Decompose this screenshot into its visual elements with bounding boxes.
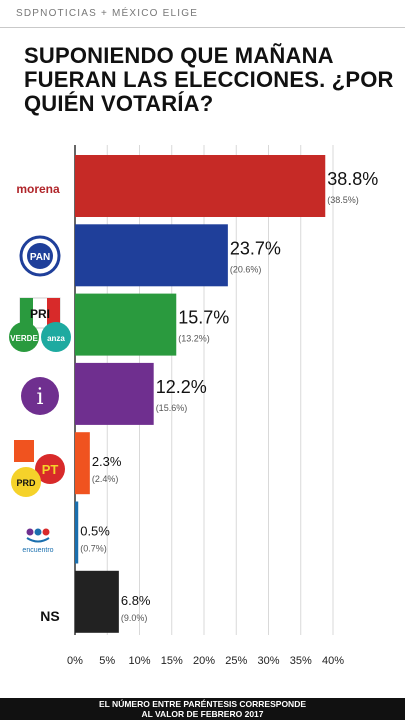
prd-mc-pt-logo-icon: PT PRD (11, 440, 65, 497)
independent-logo-icon: i (21, 377, 59, 415)
value-labels: 38.8% (38.5%) 23.7% (20.6%) 15.7% (13.2%) 12.2… (80, 169, 378, 623)
independent-logo-text: i (36, 385, 43, 410)
bar-value-label: 38.8% (327, 169, 378, 189)
x-tick-label: 25% (225, 655, 247, 667)
pri-coalition-logo-icon: PRI VERDE anza (9, 297, 71, 352)
bar (75, 224, 228, 287)
bar-value-label: 15.7% (178, 308, 229, 328)
bar-chart: morena PAN PRI VERDE anza i PT (9, 145, 378, 667)
footer-line-2: AL VALOR DE FEBRERO 2017 (141, 709, 264, 719)
prd-logo-text: PRD (16, 478, 36, 488)
verde-logo-text: VERDE (10, 334, 38, 343)
previous-value-label: (15.6%) (156, 403, 188, 413)
chart-title: SUPONIENDO QUE MAÑANA FUERAN LAS ELECCIO… (24, 43, 394, 116)
x-tick-label: 15% (161, 655, 183, 667)
x-tick-label: 20% (193, 655, 215, 667)
bar-value-label: 23.7% (230, 238, 281, 258)
bar (75, 155, 326, 217)
x-tick-label: 0% (67, 655, 83, 667)
footer-line-1: EL NÚMERO ENTRE PARÉNTESIS CORRESPONDE (98, 699, 307, 709)
previous-value-label: (0.7%) (80, 544, 107, 554)
x-tick-label: 35% (290, 655, 312, 667)
previous-value-label: (2.4%) (92, 474, 119, 484)
source-label: SDPNOTICIAS + MÉXICO ELIGE (16, 8, 199, 19)
x-tick-label: 40% (322, 655, 344, 667)
x-tick-label: 5% (99, 655, 115, 667)
previous-value-label: (20.6%) (230, 264, 262, 274)
bar (75, 501, 79, 564)
bar (75, 293, 177, 356)
bars (75, 155, 326, 633)
previous-value-label: (9.0%) (121, 613, 148, 623)
pan-logo-text: PAN (30, 252, 50, 263)
bar (75, 432, 90, 495)
previous-value-label: (13.2%) (178, 334, 210, 344)
pri-logo-text: PRI (30, 307, 50, 321)
previous-value-label: (38.5%) (327, 195, 359, 205)
party-logos: morena PAN PRI VERDE anza i PT (9, 182, 71, 624)
x-tick-label: 10% (128, 655, 150, 667)
ns-label: NS (40, 608, 59, 624)
top-bar: SDPNOTICIAS + MÉXICO ELIGE (0, 0, 405, 28)
encuentro-logo-text: encuentro (22, 547, 53, 554)
footer-note: EL NÚMERO ENTRE PARÉNTESIS CORRESPONDE A… (0, 698, 405, 720)
bar-value-label: 6.8% (121, 593, 151, 608)
x-axis-ticks: 0% 5% 10% 15% 20% 25% 30% 35% 40% (67, 655, 344, 667)
bar-value-label: 2.3% (92, 454, 122, 469)
bar-value-label: 12.2% (156, 377, 207, 397)
morena-logo-text: morena (16, 182, 60, 196)
bar (75, 570, 119, 633)
bar (75, 362, 154, 425)
x-tick-label: 30% (257, 655, 279, 667)
pan-logo-icon: PAN (19, 235, 61, 277)
bar-value-label: 0.5% (80, 524, 110, 539)
encuentro-social-logo-icon: encuentro (22, 528, 54, 554)
panal-logo-text: anza (47, 334, 65, 343)
pt-logo-text: PT (42, 462, 59, 477)
morena-logo-icon: morena (16, 182, 60, 196)
